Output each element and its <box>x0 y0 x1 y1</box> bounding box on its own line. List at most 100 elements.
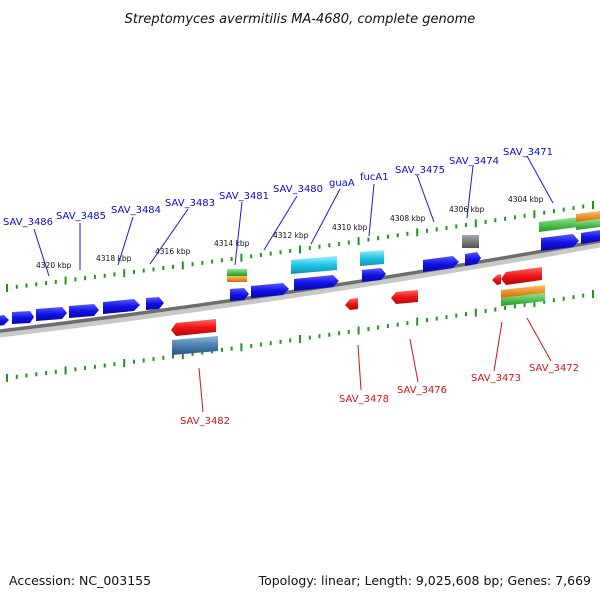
gene-label-sav3471[interactable]: SAV_3471 <box>503 147 553 158</box>
scale-label-4304: 4304 kbp <box>508 195 544 204</box>
scale-bot-major-tick <box>64 366 67 375</box>
scale-top-minor-tick <box>103 273 106 278</box>
gene-box[interactable] <box>291 256 337 274</box>
scale-top-minor-tick <box>523 213 526 218</box>
gene-label-sav3481[interactable]: SAV_3481 <box>219 191 269 202</box>
scale-bot-minor-tick <box>572 295 575 300</box>
gene-arrow[interactable] <box>501 267 542 285</box>
gene-arrow[interactable] <box>541 234 579 251</box>
gene-label-sav3485[interactable]: SAV_3485 <box>56 211 106 222</box>
scale-bot-minor-tick <box>133 359 135 364</box>
gene-arrow[interactable] <box>391 290 418 304</box>
scale-top-minor-tick <box>279 250 282 255</box>
gene-arrow[interactable] <box>103 299 140 314</box>
gene-arrow[interactable] <box>171 319 216 336</box>
scale-top-major-tick <box>299 245 301 254</box>
gene-label-sav3473[interactable]: SAV_3473 <box>471 373 521 384</box>
scale-top-minor-tick <box>504 216 507 221</box>
scale-bot-minor-tick <box>582 293 585 298</box>
gene-arrow[interactable] <box>12 311 34 324</box>
scale-top-minor-tick <box>250 254 253 259</box>
gene-arrow[interactable] <box>146 297 164 310</box>
gene-box[interactable] <box>462 235 479 248</box>
scale-top-minor-tick <box>406 231 409 236</box>
scale-bot-major-tick <box>299 335 301 343</box>
scale-bot-minor-tick <box>191 351 194 356</box>
gene-arrow[interactable] <box>69 304 99 318</box>
gene-box[interactable] <box>501 285 545 298</box>
gene-box[interactable] <box>360 250 384 266</box>
scale-track-lower <box>6 290 594 382</box>
gene-label-sav3474[interactable]: SAV_3474 <box>449 156 499 167</box>
scale-top-minor-tick <box>338 241 341 246</box>
scale-top-major-tick <box>474 219 477 228</box>
gene-label-guaA[interactable]: guaA <box>329 178 355 189</box>
gene-label-sav3478[interactable]: SAV_3478 <box>339 394 389 405</box>
scale-top-minor-tick <box>25 283 28 288</box>
scale-bot-minor-tick <box>513 304 516 309</box>
gene-label-sav3482[interactable]: SAV_3482 <box>180 416 230 427</box>
gene-arrow[interactable] <box>36 307 67 321</box>
scale-bot-major-tick <box>6 374 8 382</box>
gene-arrow[interactable] <box>423 256 459 272</box>
scale-bot-minor-tick <box>84 366 87 370</box>
gene-label-sav3483[interactable]: SAV_3483 <box>165 198 215 209</box>
gene-arrow[interactable] <box>465 252 481 266</box>
gene-box[interactable] <box>172 336 218 355</box>
scale-top-minor-tick <box>259 253 262 257</box>
accession-text: Accession: NC_003155 <box>9 573 151 588</box>
gene-label-sav3484[interactable]: SAV_3484 <box>111 205 161 216</box>
scale-bot-minor-tick <box>367 327 370 331</box>
scale-label-4312: 4312 kbp <box>273 231 309 240</box>
gene-arrow[interactable] <box>345 298 358 310</box>
gene-arrow[interactable] <box>581 230 600 244</box>
scale-bot-minor-tick <box>318 334 321 339</box>
leader-line <box>416 174 435 223</box>
scale-bot-minor-tick <box>201 350 204 355</box>
leader-line <box>198 367 204 413</box>
scale-label-4306: 4306 kbp <box>449 205 485 214</box>
scale-bot-minor-tick <box>328 332 331 337</box>
gene-label-sav3476[interactable]: SAV_3476 <box>397 385 447 396</box>
gene-arrow[interactable] <box>294 275 339 291</box>
scale-bot-minor-tick <box>35 372 38 377</box>
scale-top-minor-tick <box>572 206 575 211</box>
scale-top-major-tick <box>240 253 243 262</box>
scale-top-minor-tick <box>435 227 438 232</box>
scale-top-minor-tick <box>562 207 565 212</box>
scale-bot-minor-tick <box>308 335 311 340</box>
scale-top-minor-tick <box>152 267 155 272</box>
scale-top-minor-tick <box>426 228 428 233</box>
scale-bot-minor-tick <box>230 346 233 351</box>
gene-label-sav3472[interactable]: SAV_3472 <box>529 363 579 374</box>
scale-top-minor-tick <box>552 209 555 214</box>
scale-bot-minor-tick <box>93 364 96 369</box>
scale-bot-minor-tick <box>396 322 399 327</box>
gene-box[interactable] <box>227 269 247 276</box>
gene-arrow[interactable] <box>230 288 249 301</box>
scale-bot-minor-tick <box>562 296 565 301</box>
scale-top-major-tick <box>533 210 536 219</box>
gene-box[interactable] <box>539 217 578 232</box>
gene-box[interactable] <box>576 219 600 230</box>
gene-arrow[interactable] <box>251 283 289 298</box>
gene-label-sav3486[interactable]: SAV_3486 <box>3 217 53 228</box>
scale-bot-major-tick <box>592 290 594 298</box>
scale-top-minor-tick <box>494 218 497 223</box>
scale-bot-minor-tick <box>338 331 341 336</box>
leader-line <box>526 155 554 204</box>
gene-box[interactable] <box>227 276 247 282</box>
scale-bot-minor-tick <box>406 321 409 326</box>
scale-bot-minor-tick <box>113 362 116 367</box>
gene-box[interactable] <box>501 293 545 306</box>
gene-arrow[interactable] <box>492 274 501 285</box>
gene-box[interactable] <box>576 211 600 222</box>
scale-bot-major-tick <box>533 299 536 308</box>
gene-label-fucA1[interactable]: fucA1 <box>360 172 389 183</box>
gene-label-sav3480[interactable]: SAV_3480 <box>273 184 323 195</box>
scale-bot-minor-tick <box>552 298 555 303</box>
gene-label-sav3475[interactable]: SAV_3475 <box>395 165 445 176</box>
gene-arrow[interactable] <box>362 268 386 282</box>
scale-top-minor-tick <box>377 236 380 241</box>
gene-arrow[interactable] <box>0 315 9 326</box>
